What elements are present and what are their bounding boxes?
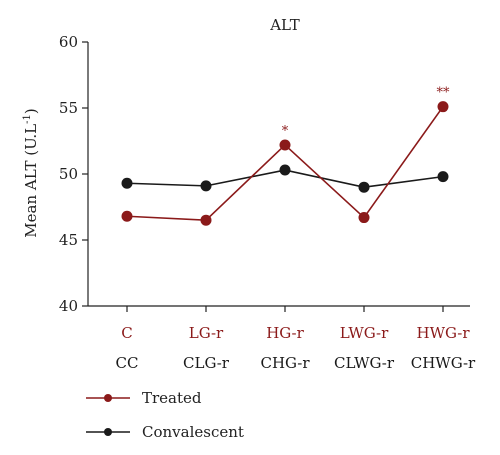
data-point bbox=[200, 214, 212, 226]
legend-marker bbox=[104, 428, 112, 436]
y-axis-label-close: ) bbox=[22, 108, 40, 114]
series-convalescent bbox=[121, 164, 449, 193]
data-point bbox=[437, 101, 449, 113]
significance-label: * bbox=[282, 124, 289, 139]
series-treated: *** bbox=[121, 86, 451, 226]
y-tick-label: 45 bbox=[59, 231, 78, 249]
y-tick-label: 50 bbox=[59, 165, 78, 183]
series-layer: *** bbox=[121, 86, 451, 226]
data-point bbox=[279, 164, 291, 176]
y-axis-label-main: Mean ALT (U.L bbox=[22, 124, 40, 238]
data-point bbox=[121, 210, 133, 222]
x-tick-label-treated: HWG-r bbox=[417, 324, 471, 342]
data-point bbox=[437, 171, 449, 183]
legend-label: Convalescent bbox=[142, 423, 244, 441]
category-labels: C LG-r HG-r LWG-r HWG-rCC CLG-r CHG-r CLWG-r CHW… bbox=[116, 324, 477, 372]
y-axis: 40 45 50 55 60 bbox=[59, 33, 89, 315]
y-tick-label: 55 bbox=[59, 99, 78, 117]
x-tick-label-convalescent: CHG-r bbox=[260, 354, 310, 372]
data-point bbox=[200, 180, 212, 192]
y-tick-label: 40 bbox=[59, 297, 78, 315]
x-tick-label-treated: C bbox=[121, 324, 132, 342]
data-point bbox=[121, 177, 133, 189]
x-tick-label-convalescent: CHWG-r bbox=[411, 354, 476, 372]
x-tick-label-treated: HG-r bbox=[266, 324, 304, 342]
legend-label: Treated bbox=[142, 389, 202, 407]
x-tick-label-treated: LWG-r bbox=[340, 324, 389, 342]
legend-entry-treated: Treated bbox=[86, 389, 202, 407]
data-point bbox=[358, 212, 370, 224]
x-tick-label-convalescent: CLWG-r bbox=[334, 354, 395, 372]
significance-label: ** bbox=[437, 86, 451, 101]
x-tick-label-treated: LG-r bbox=[189, 324, 224, 342]
chart-title: ALT bbox=[269, 16, 300, 34]
x-tick-label-convalescent: CLG-r bbox=[183, 354, 230, 372]
legend-entry-convalescent: Convalescent bbox=[86, 423, 244, 441]
x-tick-label-convalescent: CC bbox=[116, 354, 139, 372]
legend-marker bbox=[104, 394, 112, 402]
y-tick-label: 60 bbox=[59, 33, 78, 51]
y-axis-label: Mean ALT (U.L-1) bbox=[22, 108, 40, 237]
data-point bbox=[279, 139, 291, 151]
y-axis-label-superscript: -1 bbox=[22, 114, 33, 124]
legend: Treated Convalescent bbox=[86, 389, 244, 441]
x-axis bbox=[88, 305, 470, 312]
data-point bbox=[358, 181, 370, 193]
